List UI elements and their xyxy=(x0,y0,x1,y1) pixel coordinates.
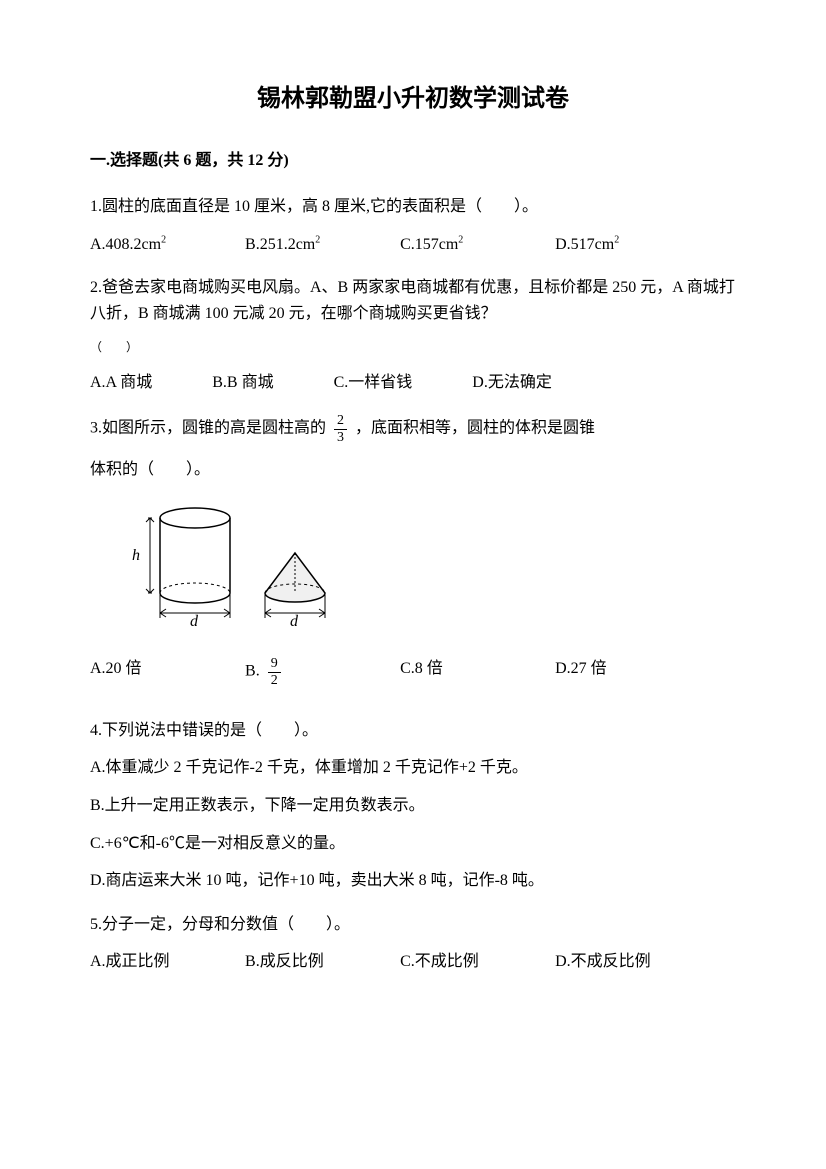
q3-text-line2: 体积的（ ）。 xyxy=(90,457,736,483)
q1-option-d: D.517cm2 xyxy=(555,232,710,258)
q5-option-b: B.成反比例 xyxy=(245,949,400,975)
fraction-9-2: 9 2 xyxy=(268,656,281,688)
q2-paren: （ ） xyxy=(90,338,736,357)
q2-option-b: B.B 商城 xyxy=(212,370,273,396)
q4-stmt-c: C.+6℃和-6℃是一对相反意义的量。 xyxy=(90,831,736,857)
fraction-2-3: 2 3 xyxy=(334,413,347,445)
q5-text: 5.分子一定，分母和分数值（ ）。 xyxy=(90,912,736,938)
q2-text: 2.爸爸去家电商城购买电风扇。A、B 两家家电商城都有优惠，且标价都是 250 … xyxy=(90,275,736,326)
q5-options: A.成正比例 B.成反比例 C.不成比例 D.不成反比例 xyxy=(90,949,736,975)
section-header: 一.选择题(共 6 题，共 12 分) xyxy=(90,148,736,174)
d-label-2: d xyxy=(290,613,299,628)
question-1: 1.圆柱的底面直径是 10 厘米，高 8 厘米,它的表面积是（ ）。 A.408… xyxy=(90,194,736,257)
q2-option-d: D.无法确定 xyxy=(472,370,552,396)
q3-option-d: D.27 倍 xyxy=(555,656,710,688)
q2-option-a: A.A 商城 xyxy=(90,370,152,396)
question-3: 3.如图所示，圆锥的高是圆柱高的 2 3 ，底面积相等，圆柱的体积是圆锥 体积的… xyxy=(90,413,736,688)
q4-text: 4.下列说法中错误的是（ ）。 xyxy=(90,718,736,744)
q2-options: A.A 商城 B.B 商城 C.一样省钱 D.无法确定 xyxy=(90,370,736,396)
cylinder-cone-diagram: h d d xyxy=(120,498,360,628)
q3-option-a: A.20 倍 xyxy=(90,656,245,688)
q1-option-c: C.157cm2 xyxy=(400,232,555,258)
question-5: 5.分子一定，分母和分数值（ ）。 A.成正比例 B.成反比例 C.不成比例 D… xyxy=(90,912,736,975)
d-label-1: d xyxy=(190,613,199,628)
q1-option-a: A.408.2cm2 xyxy=(90,232,245,258)
q3-figure: h d d xyxy=(120,498,736,637)
page-title: 锡林郭勒盟小升初数学测试卷 xyxy=(90,80,736,118)
q5-option-d: D.不成反比例 xyxy=(555,949,710,975)
q1-option-b: B.251.2cm2 xyxy=(245,232,400,258)
q4-stmt-d: D.商店运来大米 10 吨，记作+10 吨，卖出大米 8 吨，记作-8 吨。 xyxy=(90,868,736,894)
q4-stmt-a: A.体重减少 2 千克记作-2 千克，体重增加 2 千克记作+2 千克。 xyxy=(90,755,736,781)
question-2: 2.爸爸去家电商城购买电风扇。A、B 两家家电商城都有优惠，且标价都是 250 … xyxy=(90,275,736,395)
q5-option-c: C.不成比例 xyxy=(400,949,555,975)
q1-text: 1.圆柱的底面直径是 10 厘米，高 8 厘米,它的表面积是（ ）。 xyxy=(90,194,736,220)
h-label: h xyxy=(132,547,140,564)
q3-option-b: B. 9 2 xyxy=(245,656,400,688)
q3-options: A.20 倍 B. 9 2 C.8 倍 D.27 倍 xyxy=(90,656,736,688)
q1-options: A.408.2cm2 B.251.2cm2 C.157cm2 D.517cm2 xyxy=(90,232,736,258)
q2-option-c: C.一样省钱 xyxy=(334,370,413,396)
question-4: 4.下列说法中错误的是（ ）。 A.体重减少 2 千克记作-2 千克，体重增加 … xyxy=(90,718,736,894)
q3-option-c: C.8 倍 xyxy=(400,656,555,688)
q5-option-a: A.成正比例 xyxy=(90,949,245,975)
q4-stmt-b: B.上升一定用正数表示，下降一定用负数表示。 xyxy=(90,793,736,819)
q3-text: 3.如图所示，圆锥的高是圆柱高的 2 3 ，底面积相等，圆柱的体积是圆锥 xyxy=(90,413,736,445)
